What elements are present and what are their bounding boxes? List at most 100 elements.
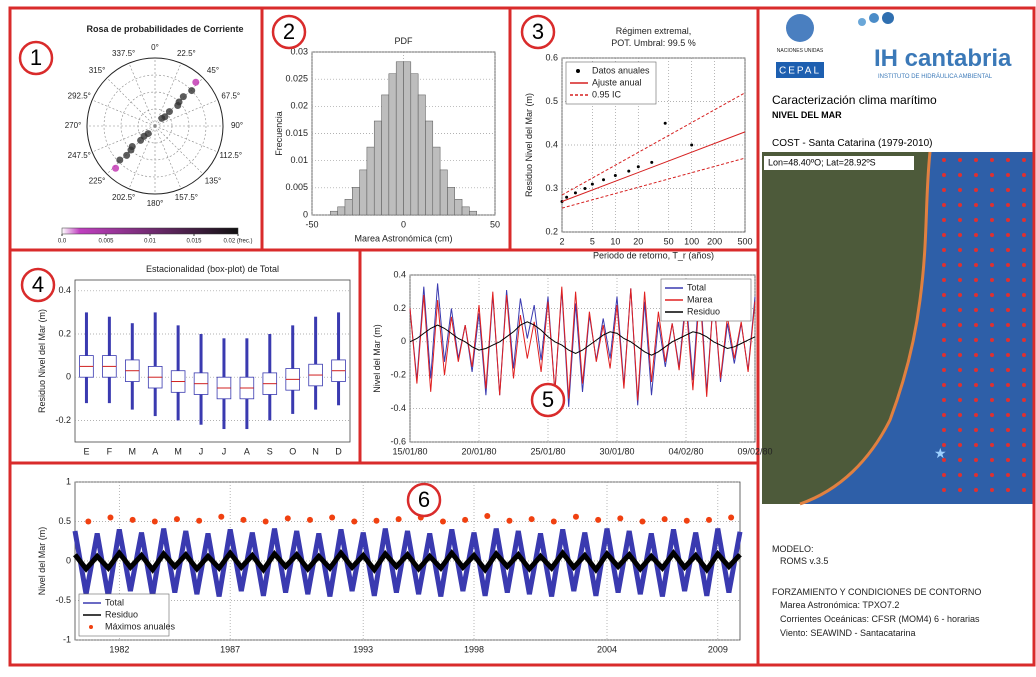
model-heading: MODELO:: [772, 544, 814, 554]
series-point: [129, 516, 136, 523]
grid-point: [1022, 293, 1026, 297]
grid-point: [1022, 413, 1026, 417]
grid-point: [974, 218, 978, 222]
polar-point: [127, 146, 135, 154]
series-point: [636, 165, 640, 169]
grid-point: [990, 263, 994, 267]
x-tick-label: 50: [490, 219, 500, 229]
grid-point: [958, 458, 962, 462]
chart-title: Rosa de probabilidades de Corriente: [86, 24, 243, 34]
direction-label: 292.5°: [68, 91, 91, 100]
y-tick-label: 0.5: [58, 516, 71, 526]
grid-point: [974, 308, 978, 312]
ih-sub: INSTITUTO DE HIDRÁULICA AMBIENTAL: [878, 73, 993, 80]
series-line: [561, 131, 746, 202]
grid-point: [942, 473, 946, 477]
series-point: [565, 195, 569, 199]
grid-point: [958, 248, 962, 252]
grid-point: [958, 428, 962, 432]
panel-number: 1: [30, 45, 42, 70]
legend-label: Datos anuales: [592, 65, 650, 75]
grid-point: [942, 188, 946, 192]
grid-point: [990, 353, 994, 357]
grid-point: [942, 323, 946, 327]
direction-label: 22.5°: [177, 49, 196, 58]
direction-label: 315°: [89, 66, 106, 75]
series-line: [409, 286, 756, 401]
panel-badge: [20, 267, 56, 303]
grid-point: [990, 158, 994, 162]
x-tick-label: M: [174, 446, 182, 456]
grid-point: [958, 413, 962, 417]
grid-point: [990, 458, 994, 462]
histogram-bar: [454, 198, 463, 216]
x-tick-label: 0: [401, 219, 406, 229]
grid-point: [942, 233, 946, 237]
grid-point: [958, 293, 962, 297]
series-line: [73, 548, 742, 574]
grid-point: [942, 293, 946, 297]
grid-point: [958, 383, 962, 387]
y-tick-label: 0.4: [545, 139, 558, 149]
chart-title: Estacionalidad (box-plot) de Total: [146, 264, 279, 274]
series-point: [506, 517, 513, 524]
series-point: [196, 517, 203, 524]
series-point: [173, 516, 180, 523]
panel-badge: [18, 40, 54, 76]
panel-number: 3: [532, 19, 544, 44]
ih-label: IH cantabria: [874, 45, 1012, 72]
direction-label: 157.5°: [175, 193, 198, 202]
y-tick-label: 0.4: [58, 285, 71, 295]
x-tick-label: 04/02/80: [668, 446, 703, 456]
histogram-bar: [410, 73, 419, 216]
grid-point: [1006, 458, 1010, 462]
grid-point: [942, 173, 946, 177]
x-tick-label: N: [312, 446, 319, 456]
series-point: [650, 160, 654, 164]
grid-point: [990, 413, 994, 417]
histogram-bar: [352, 187, 360, 216]
grid-point: [974, 473, 978, 477]
series-line: [561, 157, 746, 209]
cepal-label: CEPAL: [779, 66, 821, 77]
polar-point: [188, 87, 196, 95]
grid-point: [1022, 323, 1026, 327]
x-tick-label: A: [244, 446, 250, 456]
x-tick-label: 15/01/80: [392, 446, 427, 456]
legend-label: Total: [105, 597, 124, 607]
grid-point: [1022, 263, 1026, 267]
grid-point: [958, 398, 962, 402]
y-tick-label: 0.2: [545, 226, 558, 236]
histogram-bar: [388, 73, 397, 216]
un-label: NACIONES UNIDAS: [777, 48, 824, 54]
chart-subtitle: POT. Umbral: 99.5 %: [611, 38, 696, 48]
direction-label: 90°: [231, 121, 243, 130]
grid-point: [974, 368, 978, 372]
panel-number: 2: [283, 19, 295, 44]
grid-point: [1006, 428, 1010, 432]
grid-point: [958, 323, 962, 327]
grid-point: [1022, 398, 1026, 402]
colorbar: [61, 227, 239, 235]
series-point: [373, 517, 380, 524]
forcing-item: Marea Astronómica: TPXO7.2: [780, 600, 899, 610]
polar-point: [112, 164, 120, 172]
series-point: [284, 515, 291, 522]
x-tick-label: -50: [305, 219, 318, 229]
ih-dot: [858, 18, 866, 26]
grid-point: [990, 233, 994, 237]
grid-point: [1022, 218, 1026, 222]
y-axis-label: Nivel del Mar (m): [372, 324, 382, 393]
grid-point: [1006, 323, 1010, 327]
series-point: [262, 518, 269, 525]
x-tick-label: 50: [664, 236, 674, 246]
colorbar-label: 0.02 (frec.): [223, 239, 252, 245]
series-point: [107, 514, 114, 521]
direction-label: 67.5°: [221, 91, 240, 100]
y-tick-label: -0.6: [390, 436, 406, 446]
grid-point: [990, 293, 994, 297]
grid-point: [1006, 443, 1010, 447]
grid-point: [1022, 203, 1026, 207]
series-point: [151, 518, 158, 525]
ih-dot: [882, 12, 894, 24]
